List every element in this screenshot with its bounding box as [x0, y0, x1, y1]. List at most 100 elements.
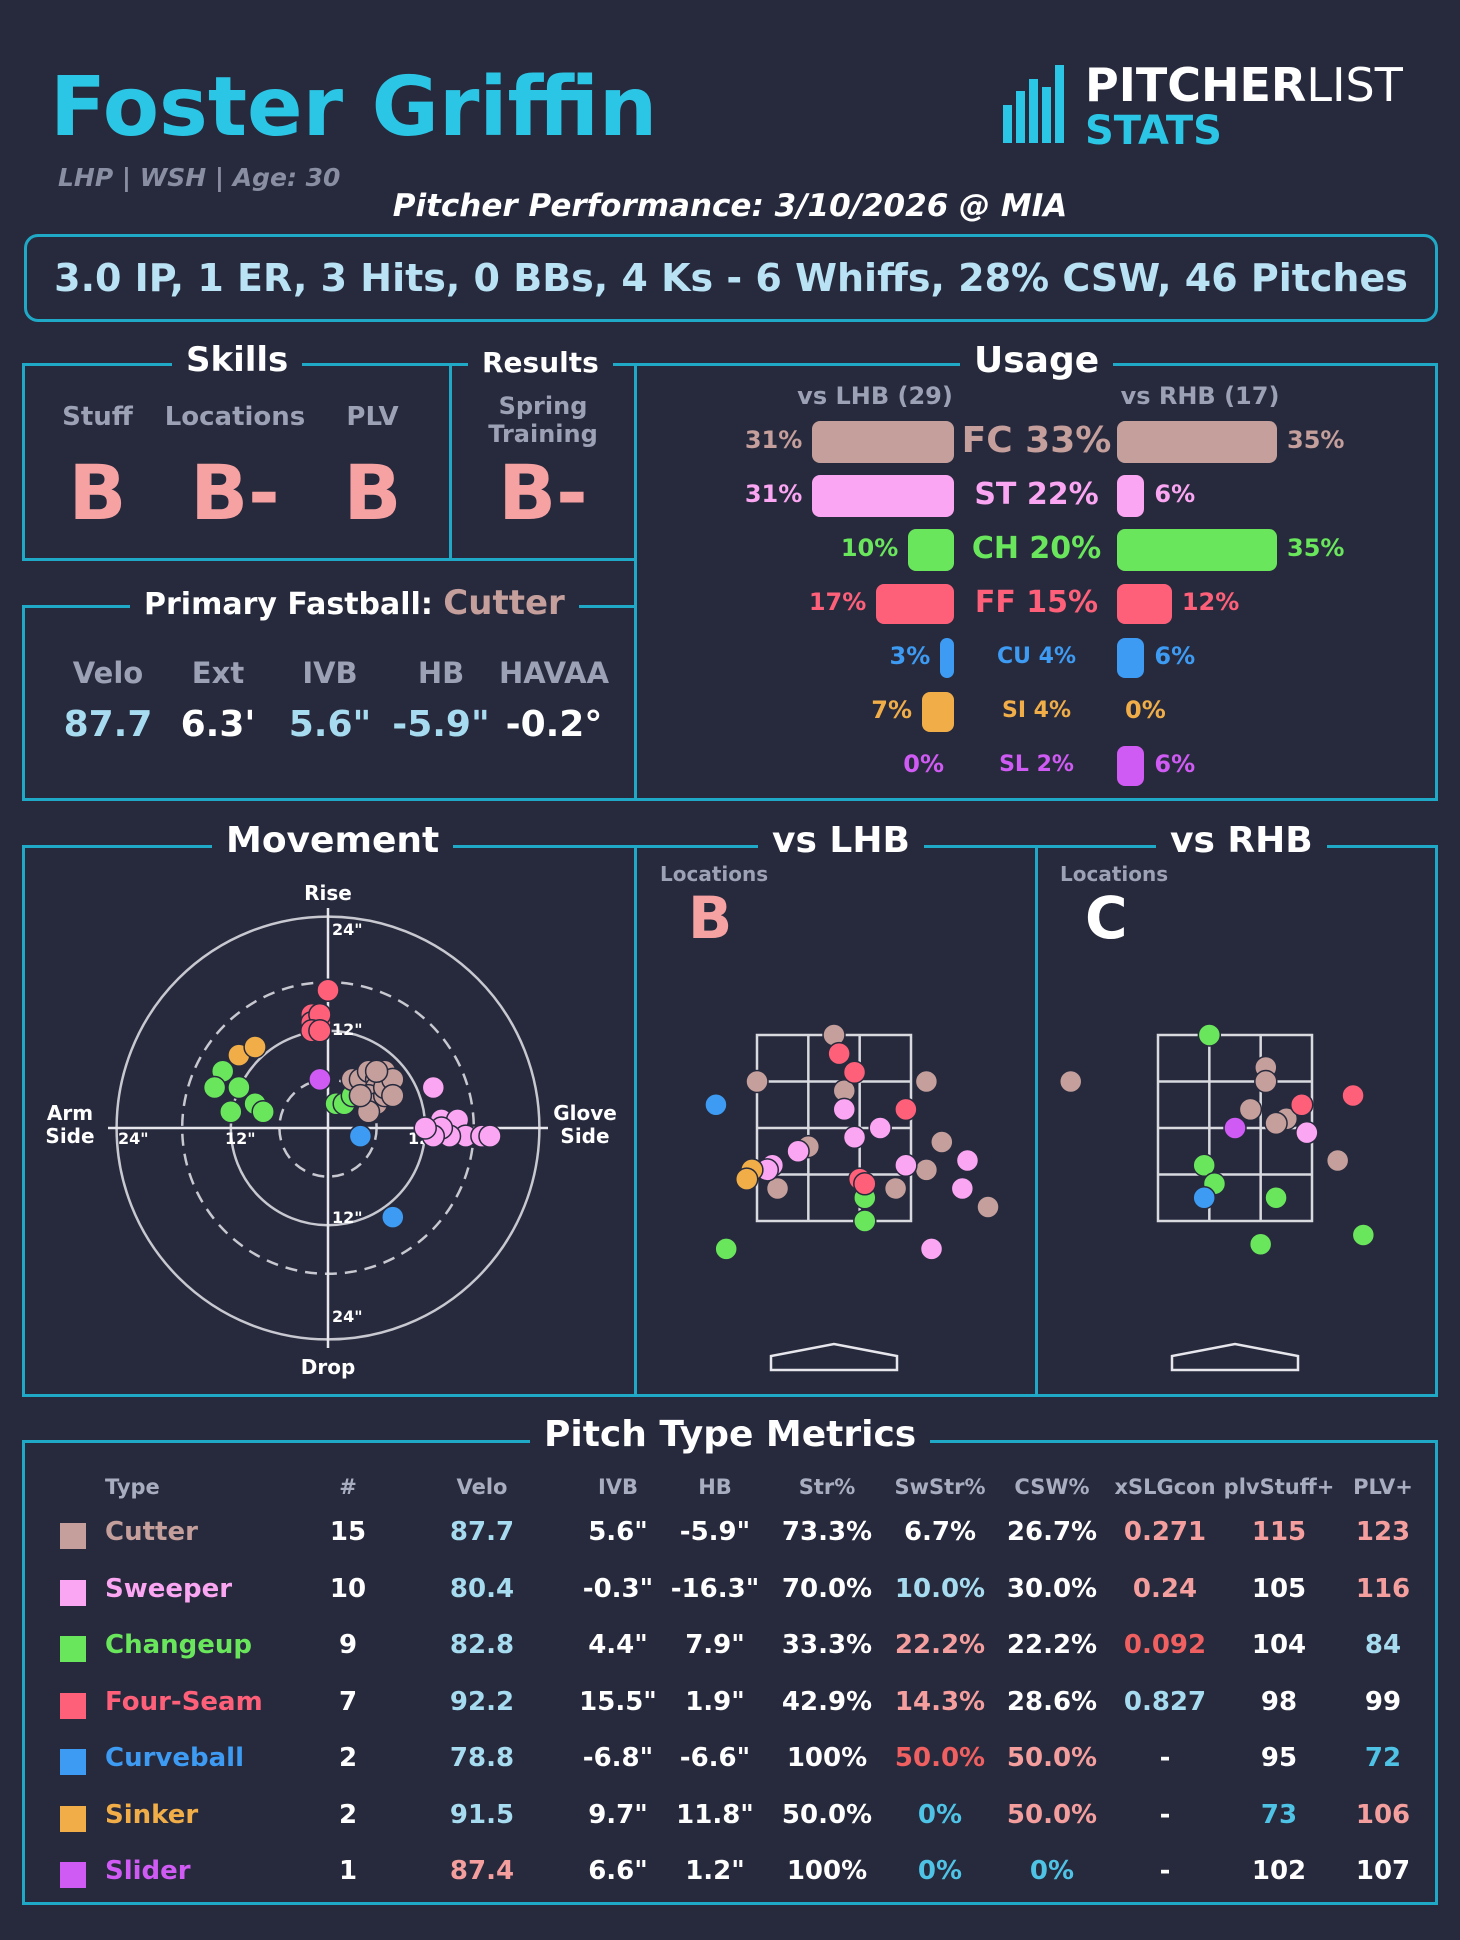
usage-lhb-value: 10% [840, 534, 899, 562]
ring-tick-label: 12" [332, 1208, 363, 1227]
rhb-point-changeup [1248, 1232, 1273, 1256]
table-cell: 95 [1260, 1743, 1298, 1773]
drop-label: Drop [301, 1355, 356, 1379]
table-cell: 26.7% [1006, 1517, 1098, 1547]
table-cell: 50.0% [1006, 1743, 1098, 1773]
usage-lhb-value: 17% [808, 588, 867, 616]
pitch-swatch [60, 1749, 86, 1775]
rhb-point-curveball [1192, 1186, 1216, 1210]
rhb-point-cutter [1325, 1148, 1350, 1173]
lhb-point-sweeper [868, 1116, 892, 1140]
usage-center-label: ST 22% [974, 477, 1099, 513]
stuff-label: Stuff [62, 402, 133, 432]
logo-stats: STATS [1085, 108, 1222, 154]
usage-rhb-bar [1117, 584, 1172, 624]
rhb-title: vs RHB [1156, 820, 1327, 861]
rhb-location-plot [1058, 1023, 1376, 1372]
rhb-loc-grade: C [1085, 884, 1128, 952]
table-cell: 87.7 [449, 1517, 515, 1547]
usage-rhb-label: vs RHB (17) [1120, 382, 1280, 410]
movement-point-sweeper [478, 1124, 502, 1148]
lhb-location-plot [704, 1023, 1000, 1372]
lhb-point-four-seam [827, 1041, 851, 1066]
lhb-point-sweeper [950, 1176, 975, 1201]
table-cell: 0% [1029, 1856, 1075, 1886]
rhb-point-sweeper [1295, 1120, 1319, 1145]
rhb-point-cutter [1058, 1069, 1083, 1094]
usage-center-label: FC 33% [961, 419, 1112, 461]
table-cell: 0.092 [1123, 1630, 1207, 1660]
lhb-loc-label: Locations [660, 862, 769, 886]
table-cell: 100% [786, 1743, 868, 1773]
fb-havaa-label: HAVAA [498, 656, 610, 690]
ring-tick-label: 12" [332, 1020, 363, 1039]
table-cell: -16.3" [670, 1573, 760, 1604]
usage-center-label: FF 15% [974, 585, 1099, 621]
usage-lhb-bar [922, 692, 954, 732]
table-cell: 2 [338, 1743, 358, 1773]
col-header-type: Type [105, 1475, 160, 1499]
table-cell: 33.3% [781, 1630, 873, 1660]
lhb-point-changeup [714, 1237, 738, 1261]
table-cell: 115 [1251, 1517, 1307, 1547]
table-cell: 14.3% [894, 1686, 986, 1717]
results-grade: B- [498, 448, 588, 537]
movement-point-changeup [251, 1100, 275, 1124]
table-cell: 22.2% [1006, 1630, 1098, 1660]
col-header: SwStr% [894, 1475, 986, 1499]
movement-point-four-seam [308, 1019, 332, 1043]
col-header: plvStuff+ [1223, 1475, 1335, 1499]
fb-ext-label: Ext [191, 656, 245, 690]
usage-lhb-bar [812, 421, 954, 463]
table-cell: 87.4 [449, 1856, 515, 1886]
lhb-point-sweeper [919, 1237, 944, 1261]
table-cell: 107 [1355, 1856, 1411, 1886]
usage-rhb-value: 6% [1154, 642, 1196, 670]
lhb-point-cutter [914, 1158, 939, 1182]
arm-side-label: Side [45, 1124, 94, 1148]
table-cell: 0.271 [1123, 1517, 1207, 1547]
arm-side-label: Arm [47, 1101, 93, 1125]
table-cell: 9 [338, 1630, 358, 1660]
table-cell: 11.8" [676, 1799, 754, 1830]
lhb-title: vs LHB [758, 820, 924, 861]
rise-label: Rise [304, 881, 352, 905]
lhb-point-curveball [704, 1093, 728, 1117]
usage-rhb-value: 6% [1154, 750, 1196, 778]
lhb-point-changeup [853, 1209, 877, 1233]
table-cell: 73.3% [781, 1517, 873, 1547]
usage-center-label: CU 4% [996, 644, 1077, 670]
table-cell: 50.0% [781, 1799, 873, 1830]
usage-center-label: SI 4% [1001, 698, 1072, 724]
fb-hb-value: -5.9" [392, 704, 490, 745]
usage-center-label: CH 20% [971, 531, 1102, 567]
lhb-point-cutter [883, 1176, 908, 1201]
usage-rhb-bar [1117, 746, 1145, 786]
table-cell: 28.6% [1006, 1686, 1098, 1717]
usage-lhb-value: 3% [889, 642, 931, 670]
usage-lhb-bar [876, 584, 954, 624]
table-cell: 0% [917, 1799, 963, 1830]
pitch-swatch [60, 1523, 86, 1549]
rhb-point-changeup [1351, 1223, 1376, 1247]
table-cell: 15 [329, 1517, 367, 1547]
usage-rhb-bar [1117, 475, 1145, 517]
ring-tick-label: 24" [118, 1129, 149, 1148]
table-cell: 15.5" [579, 1686, 657, 1717]
rhb-point-changeup [1197, 1023, 1222, 1047]
pitch-swatch [60, 1636, 86, 1662]
pitch-swatch [60, 1862, 86, 1888]
movement-point-changeup [219, 1100, 243, 1124]
table-cell: 30.0% [1006, 1573, 1098, 1604]
table-cell: 73 [1260, 1799, 1298, 1830]
table-cell: 7.9" [685, 1630, 745, 1660]
metrics-panel [22, 1440, 1438, 1905]
usage-rhb-bar [1117, 421, 1277, 463]
table-cell: - [1159, 1856, 1171, 1886]
lhb-point-sinker [734, 1167, 759, 1191]
lhb-point-sweeper [786, 1139, 810, 1163]
spring-label: Spring [498, 392, 588, 420]
pitch-type-name: Four-Seam [105, 1686, 263, 1717]
rhb-point-changeup [1264, 1186, 1288, 1210]
usage-rhb-bar [1117, 529, 1277, 571]
